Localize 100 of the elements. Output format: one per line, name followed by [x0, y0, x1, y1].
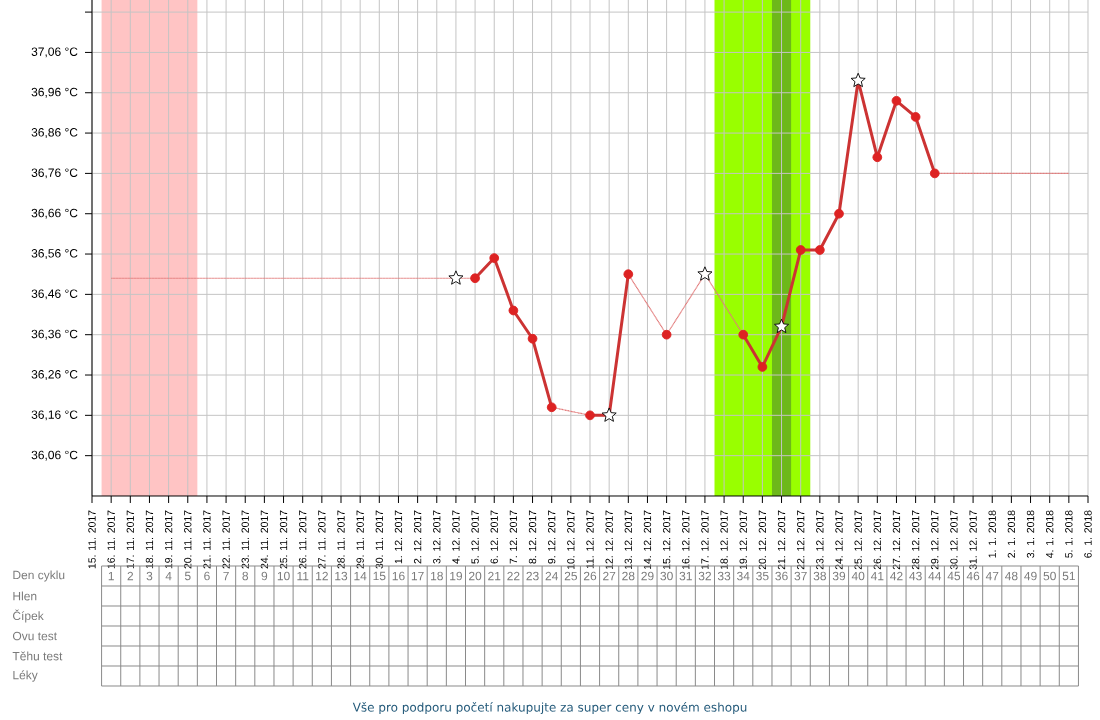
text: Hlen: [13, 591, 37, 601]
point: [601, 407, 617, 422]
y-tick-label: 36,06 °C: [31, 450, 78, 461]
x2-tick-label: 34: [737, 571, 750, 581]
y-tick-label: 36,46 °C: [31, 289, 78, 300]
point: [697, 266, 713, 281]
x-tick-label: 22. 11. 2017: [222, 510, 230, 569]
x-tick-label: 26. 11. 2017: [298, 510, 307, 569]
x2-tick-label: 15: [373, 571, 386, 581]
x2-tick-label: 43: [909, 571, 922, 581]
x2-tick-label: 49: [1024, 571, 1037, 581]
x-tick-label: 20. 12. 2017: [758, 510, 767, 570]
x2-tick-label: 35: [756, 571, 769, 581]
x-tick-label: 18. 11. 2017: [145, 510, 154, 569]
x-tick-label: 30. 11. 2017: [375, 510, 383, 569]
x2-tick-label: 45: [947, 571, 961, 581]
x-tick-label: 15. 11. 2017: [88, 510, 96, 569]
y-tick-label: 36,26 °C: [31, 370, 78, 380]
x-tick-label: 5. 1. 2018: [1065, 510, 1073, 558]
x2-tick-label: 18: [431, 571, 443, 581]
x-tick-label: 21. 12. 2017: [777, 510, 786, 570]
y-tick-label: 36,56 °C: [31, 249, 78, 259]
x-tick-label: 22. 12. 2017: [796, 510, 805, 570]
point: [757, 362, 768, 372]
point: [489, 253, 500, 263]
y-tick-label: 36,96 °C: [31, 87, 78, 98]
x2-tick-label: 11: [297, 571, 309, 581]
x-tick-label: 1. 12. 2017: [394, 510, 403, 564]
point: [891, 95, 902, 106]
x2-tick-label: 46: [966, 571, 980, 581]
x-tick-label: 30. 12. 2017: [950, 510, 958, 570]
x-tick-label: 3. 1. 2018: [1026, 510, 1035, 558]
point: [815, 245, 825, 255]
x2-tick-label: 17: [411, 571, 424, 581]
x-tick-label: 4. 1. 2018: [1045, 510, 1054, 558]
x2-tick-label: 28: [622, 571, 635, 581]
x2-tick-label: 27: [603, 571, 616, 581]
x-tick-label: 6. 1. 2018: [1084, 510, 1092, 558]
x-tick-label: 19. 11. 2017: [164, 510, 173, 569]
x-tick-label: 2. 1. 2018: [1007, 510, 1016, 558]
x-tick-label: 24. 11. 2017: [260, 510, 269, 569]
text: Těhu test: [12, 651, 63, 661]
x-tick-label: 16. 11. 2017: [107, 510, 115, 569]
point: [623, 269, 634, 280]
x-tick-label: 16. 12. 2017: [682, 510, 690, 570]
x-tick-label: 2. 12. 2017: [413, 510, 422, 564]
x2-tick-label: 24: [545, 571, 559, 581]
x2-tick-label: 6: [204, 571, 210, 581]
x-tick-label: 18. 12. 2017: [720, 510, 728, 570]
point: [910, 112, 921, 122]
x-tick-label: 25. 11. 2017: [279, 510, 288, 569]
x-tick-label: 9. 12. 2017: [547, 510, 556, 564]
x2-tick-label: 8: [242, 571, 249, 581]
y-tick-label: 37,06 °C: [31, 47, 78, 58]
x2-tick-label: 38: [813, 571, 827, 581]
x-tick-label: 3. 12. 2017: [433, 510, 441, 564]
x2-tick-label: 51: [1062, 571, 1075, 581]
x2-tick-label: 30: [660, 571, 673, 581]
x2-tick-label: 50: [1043, 571, 1056, 581]
x2-tick-label: 20: [469, 571, 482, 581]
x-tick-label: 23. 11. 2017: [241, 510, 249, 569]
x-tick-label: 19. 12. 2017: [739, 510, 747, 570]
y-tick-label: 36,36 °C: [31, 329, 78, 340]
x-tick-label: 24. 12. 2017: [835, 510, 843, 570]
x2-tick-label: 44: [928, 571, 942, 581]
x2-tick-label: 42: [890, 571, 903, 581]
text: Den cyklu: [13, 570, 65, 582]
x-tick-label: 4. 12. 2017: [452, 510, 460, 564]
x2-tick-label: 39: [832, 571, 846, 581]
x2-tick-label: 31: [679, 571, 692, 581]
x-tick-label: 10. 12. 2017: [567, 510, 575, 570]
x2-tick-label: 4: [165, 571, 172, 581]
point: [795, 245, 806, 255]
x2-tick-label: 12: [316, 571, 328, 581]
y-tick-label: 36,76 °C: [31, 168, 78, 179]
x2-tick-label: 22: [507, 571, 520, 581]
x2-tick-label: 9: [261, 571, 268, 581]
x2-tick-label: 16: [392, 571, 405, 581]
x-tick-label: 13. 12. 2017: [624, 510, 632, 570]
point: [527, 333, 538, 344]
y-tick-label: 36,66 °C: [31, 208, 78, 219]
x-tick-label: 5. 12. 2017: [471, 510, 479, 564]
point: [508, 305, 519, 316]
x2-tick-label: 10: [277, 571, 290, 581]
x-tick-label: 15. 12. 2017: [662, 510, 671, 570]
x2-tick-label: 47: [985, 571, 999, 581]
x-tick-label: 17. 11. 2017: [126, 510, 134, 569]
x-tick-label: 6. 12. 2017: [490, 510, 498, 564]
x2-tick-label: 23: [526, 571, 539, 581]
x-tick-label: 11. 12. 2017: [586, 510, 594, 569]
text: Čípek: [13, 609, 44, 623]
y-tick-label: 36,16 °C: [31, 410, 78, 421]
x2-tick-label: 1: [108, 571, 114, 581]
x2-tick-label: 13: [335, 571, 348, 581]
x-tick-label: 25. 12. 2017: [854, 510, 862, 570]
x-tick-label: 28. 11. 2017: [337, 510, 345, 569]
point: [850, 72, 866, 88]
x2-tick-label: 41: [870, 571, 884, 581]
text: Vše pro podporu početí nakupujte za super ceny v novém eshopu: [352, 701, 747, 715]
text: Léky: [13, 670, 38, 682]
